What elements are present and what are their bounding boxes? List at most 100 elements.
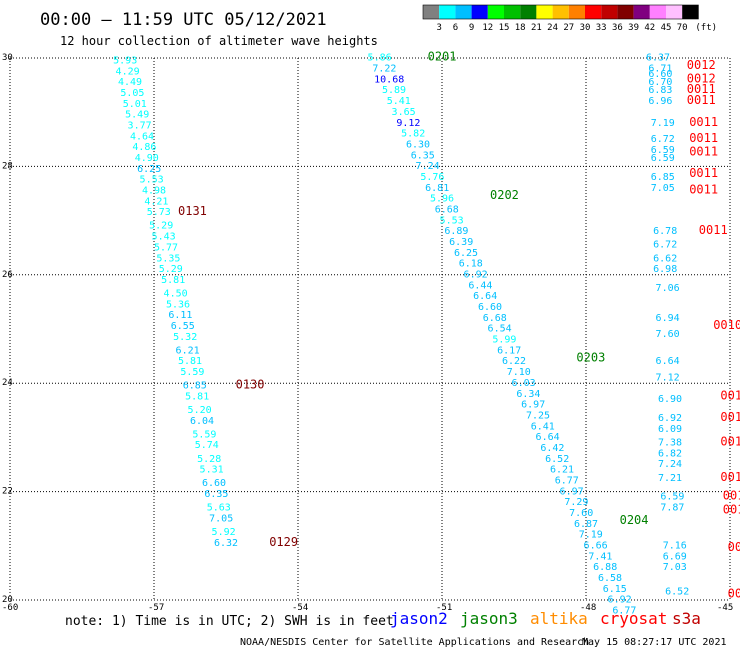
swh-value: 7.24 xyxy=(658,459,682,470)
swh-value: 6.15 xyxy=(603,584,627,595)
swh-value: 6.97 xyxy=(521,400,545,411)
swh-value: 6.64 xyxy=(473,291,497,302)
pass-time-label: 0011 xyxy=(689,183,718,197)
swh-value: 6.44 xyxy=(468,280,492,291)
swh-value: 6.42 xyxy=(540,443,564,454)
swh-value: 5.74 xyxy=(195,440,219,451)
swh-value: 7.10 xyxy=(507,367,531,378)
pass-time-label: 0011 xyxy=(689,115,718,129)
swh-value: 4.50 xyxy=(164,288,188,299)
swh-value: 6.17 xyxy=(497,345,521,356)
colorbar-swatch xyxy=(439,5,456,19)
swh-value: 4.90 xyxy=(135,153,159,164)
colorbar-swatch xyxy=(633,5,650,19)
pass-time-label: 0010 xyxy=(723,489,740,503)
swh-value: 7.06 xyxy=(656,283,680,294)
swh-value: 5.53 xyxy=(140,175,164,186)
satellite-legend: jason2 jason3 altika cryosat s3a xyxy=(390,609,701,628)
colorbar-label: 24 xyxy=(547,23,558,33)
pass-time-label: 0130 xyxy=(236,378,265,392)
swh-value: 7.38 xyxy=(658,438,682,449)
colorbar-swatch xyxy=(487,5,504,19)
swh-value: 5.05 xyxy=(120,88,144,99)
swh-value: 4.86 xyxy=(132,142,156,153)
swh-value: 6.64 xyxy=(536,432,560,443)
x-tick-label: -51 xyxy=(436,603,452,613)
pass-time-label: 0011 xyxy=(689,131,718,145)
colorbar-swatch xyxy=(455,5,472,19)
y-tick-label: 20 xyxy=(2,595,13,605)
swh-value: 5.81 xyxy=(161,275,185,286)
swh-value: 4.64 xyxy=(130,131,154,142)
swh-value: 6.70 xyxy=(648,77,672,88)
swh-value: 6.11 xyxy=(168,310,192,321)
swh-value: 6.77 xyxy=(555,475,579,486)
swh-value: 6.94 xyxy=(656,313,680,324)
swh-value: 6.92 xyxy=(608,595,632,606)
swh-value: 6.59 xyxy=(660,492,684,503)
swh-value: 5.29 xyxy=(149,221,173,232)
colorbar-swatch xyxy=(666,5,683,19)
colorbar-swatch xyxy=(552,5,569,19)
swh-value: 7.16 xyxy=(663,541,687,552)
plot-area: 5.934.294.495.055.015.493.774.644.864.90… xyxy=(113,50,740,617)
footer-timestamp: May 15 08:27:17 UTC 2021 xyxy=(582,637,727,648)
swh-value: 6.72 xyxy=(653,240,677,251)
colorbar-label: 21 xyxy=(531,23,542,33)
swh-value: 10.68 xyxy=(374,74,404,85)
swh-value: 6.78 xyxy=(653,226,677,237)
pass-time-label: 0011 xyxy=(687,93,716,107)
colorbar-swatch xyxy=(423,5,440,19)
colorbar-label: 33 xyxy=(596,23,607,33)
satellite-legend-entry: cryosat xyxy=(600,609,667,628)
swh-value: 6.52 xyxy=(545,454,569,465)
swh-value: 6.92 xyxy=(658,413,682,424)
pass-time-label: 0131 xyxy=(178,204,207,218)
swh-value: 6.85 xyxy=(183,381,207,392)
swh-value: 5.59 xyxy=(192,429,216,440)
colorbar-frame xyxy=(422,4,699,20)
swh-value: 7.05 xyxy=(651,183,675,194)
swh-value: 6.60 xyxy=(648,69,672,80)
y-tick-label: 30 xyxy=(2,53,13,63)
swh-value: 5.93 xyxy=(113,55,137,66)
swh-value: 7.87 xyxy=(660,503,684,514)
pass-time-label: 0010 xyxy=(728,540,740,554)
colorbar-label: 6 xyxy=(453,23,458,33)
swh-value: 3.65 xyxy=(392,107,416,118)
swh-value: 6.22 xyxy=(502,356,526,367)
colorbar-label: 18 xyxy=(515,23,526,33)
swh-value: 5.35 xyxy=(156,253,180,264)
pass-time-label: 0010 xyxy=(728,586,740,600)
swh-value: 6.68 xyxy=(483,313,507,324)
pass-time-label: 0010 xyxy=(723,502,740,516)
colorbar-swatch xyxy=(568,5,585,19)
colorbar-label: 3 xyxy=(436,23,441,33)
swh-value: 6.59 xyxy=(651,153,675,164)
swh-value: 4.29 xyxy=(116,66,140,77)
pass-time-label: 0202 xyxy=(490,188,519,202)
swh-value: 5.31 xyxy=(200,465,224,476)
swh-value: 7.03 xyxy=(663,562,687,573)
swh-value: 6.97 xyxy=(560,486,584,497)
colorbar-swatch xyxy=(649,5,666,19)
swh-value: 9.12 xyxy=(396,118,420,129)
pass-time-label: 0010 xyxy=(720,435,740,449)
pass-time-label: 0011 xyxy=(689,145,718,159)
swh-value: 6.35 xyxy=(204,489,228,500)
swh-value: 7.24 xyxy=(416,161,440,172)
swh-value: 6.25 xyxy=(137,164,161,175)
swh-value: 5.01 xyxy=(123,99,147,110)
swh-value: 6.71 xyxy=(648,64,672,75)
swh-value: 5.82 xyxy=(401,129,425,140)
swh-value: 6.03 xyxy=(512,378,536,389)
chart-title: 00:00 – 11:59 UTC 05/12/2021 xyxy=(40,10,327,30)
pass-time-label: 0203 xyxy=(576,351,605,365)
footer-credit: NOAA/NESDIS Center for Satellite Applica… xyxy=(240,637,589,648)
swh-value: 6.69 xyxy=(663,551,687,562)
colorbar-label: 12 xyxy=(482,23,493,33)
swh-value: 7.12 xyxy=(656,372,680,383)
colorbar: 3 6 9 12 15 18 21 24 27 30 33 36 39 42 45 70 (ft) xyxy=(422,4,717,33)
swh-value: 3.77 xyxy=(128,120,152,131)
x-tick-label: -48 xyxy=(580,603,596,613)
